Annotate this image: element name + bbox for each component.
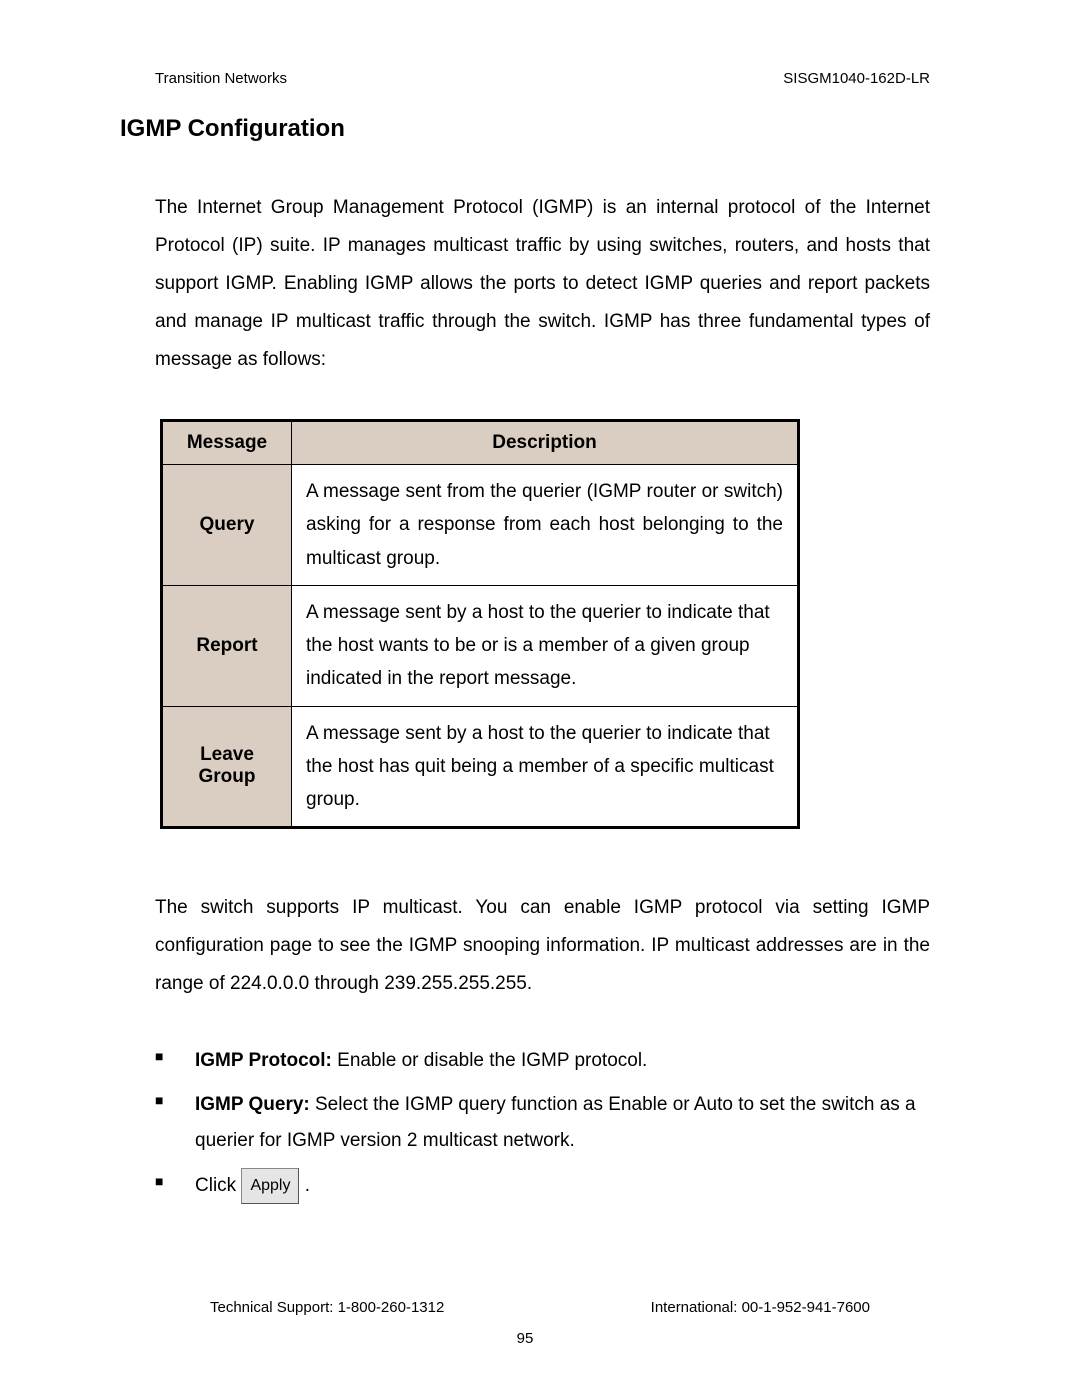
msg-cell-leave: Leave Group xyxy=(162,706,292,828)
intro-paragraph: The Internet Group Management Protocol (… xyxy=(155,189,930,379)
list-item: IGMP Query: Select the IGMP query functi… xyxy=(155,1087,930,1159)
footer-tech-support: Technical Support: 1-800-260-1312 xyxy=(210,1299,444,1316)
multicast-paragraph: The switch supports IP multicast. You ca… xyxy=(155,889,930,1003)
click-text-pre: Click xyxy=(195,1175,241,1196)
list-item: IGMP Protocol: Enable or disable the IGM… xyxy=(155,1043,930,1079)
page-number: 95 xyxy=(120,1330,930,1347)
col-header-description: Description xyxy=(292,421,799,465)
desc-cell-query: A message sent from the querier (IGMP ro… xyxy=(292,465,799,586)
table-row: Leave Group A message sent by a host to … xyxy=(162,706,799,828)
page-header: Transition Networks SISGM1040-162D-LR xyxy=(120,70,930,87)
igmp-message-table: Message Description Query A message sent… xyxy=(160,419,800,829)
section-title: IGMP Configuration xyxy=(120,115,930,143)
footer-international: International: 00-1-952-941-7600 xyxy=(651,1299,870,1316)
apply-button[interactable]: Apply xyxy=(241,1168,299,1204)
page-footer: Technical Support: 1-800-260-1312 Intern… xyxy=(120,1299,930,1347)
desc-cell-leave: A message sent by a host to the querier … xyxy=(292,706,799,828)
igmp-protocol-text: Enable or disable the IGMP protocol. xyxy=(332,1050,647,1071)
config-bullet-list: IGMP Protocol: Enable or disable the IGM… xyxy=(155,1043,930,1204)
header-left: Transition Networks xyxy=(155,70,287,87)
msg-cell-report: Report xyxy=(162,585,292,706)
table-header-row: Message Description xyxy=(162,421,799,465)
header-right: SISGM1040-162D-LR xyxy=(783,70,930,87)
igmp-query-label: IGMP Query: xyxy=(195,1094,310,1115)
msg-cell-query: Query xyxy=(162,465,292,586)
table-row: Query A message sent from the querier (I… xyxy=(162,465,799,586)
table-row: Report A message sent by a host to the q… xyxy=(162,585,799,706)
list-item: Click Apply . xyxy=(155,1168,930,1204)
click-text-post: . xyxy=(299,1175,310,1196)
desc-cell-report: A message sent by a host to the querier … xyxy=(292,585,799,706)
col-header-message: Message xyxy=(162,421,292,465)
igmp-protocol-label: IGMP Protocol: xyxy=(195,1050,332,1071)
